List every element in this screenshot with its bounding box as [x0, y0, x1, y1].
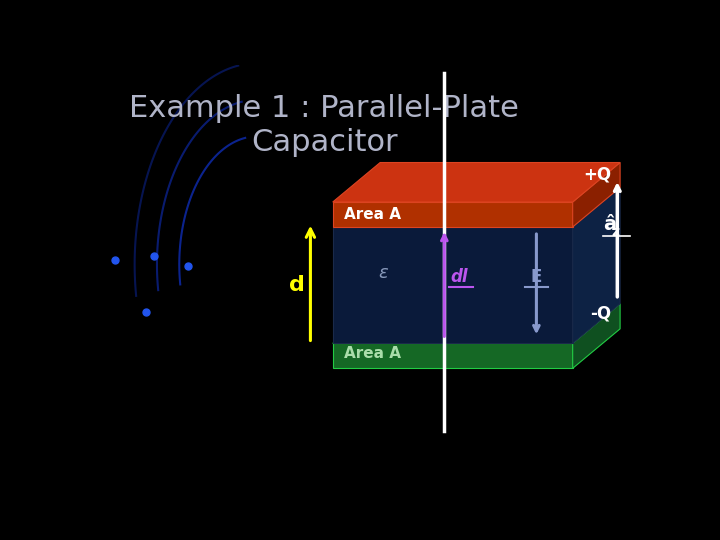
Polygon shape: [333, 227, 572, 343]
Text: â: â: [603, 215, 616, 234]
Text: -Q: -Q: [590, 305, 612, 323]
Text: d: d: [289, 275, 305, 295]
Polygon shape: [333, 343, 572, 368]
Text: E: E: [531, 268, 542, 286]
Text: Area A: Area A: [344, 207, 401, 222]
Text: +Q: +Q: [584, 166, 612, 184]
Text: ε: ε: [378, 264, 388, 282]
Polygon shape: [572, 163, 620, 227]
Polygon shape: [333, 163, 620, 202]
Polygon shape: [333, 304, 620, 343]
Text: Area A: Area A: [344, 346, 401, 361]
Polygon shape: [572, 304, 620, 368]
Text: Example 1 : Parallel-Plate
Capacitor: Example 1 : Parallel-Plate Capacitor: [130, 94, 519, 157]
Text: dl: dl: [450, 268, 467, 286]
Polygon shape: [333, 202, 572, 227]
Polygon shape: [572, 187, 620, 343]
Text: z: z: [612, 225, 620, 239]
